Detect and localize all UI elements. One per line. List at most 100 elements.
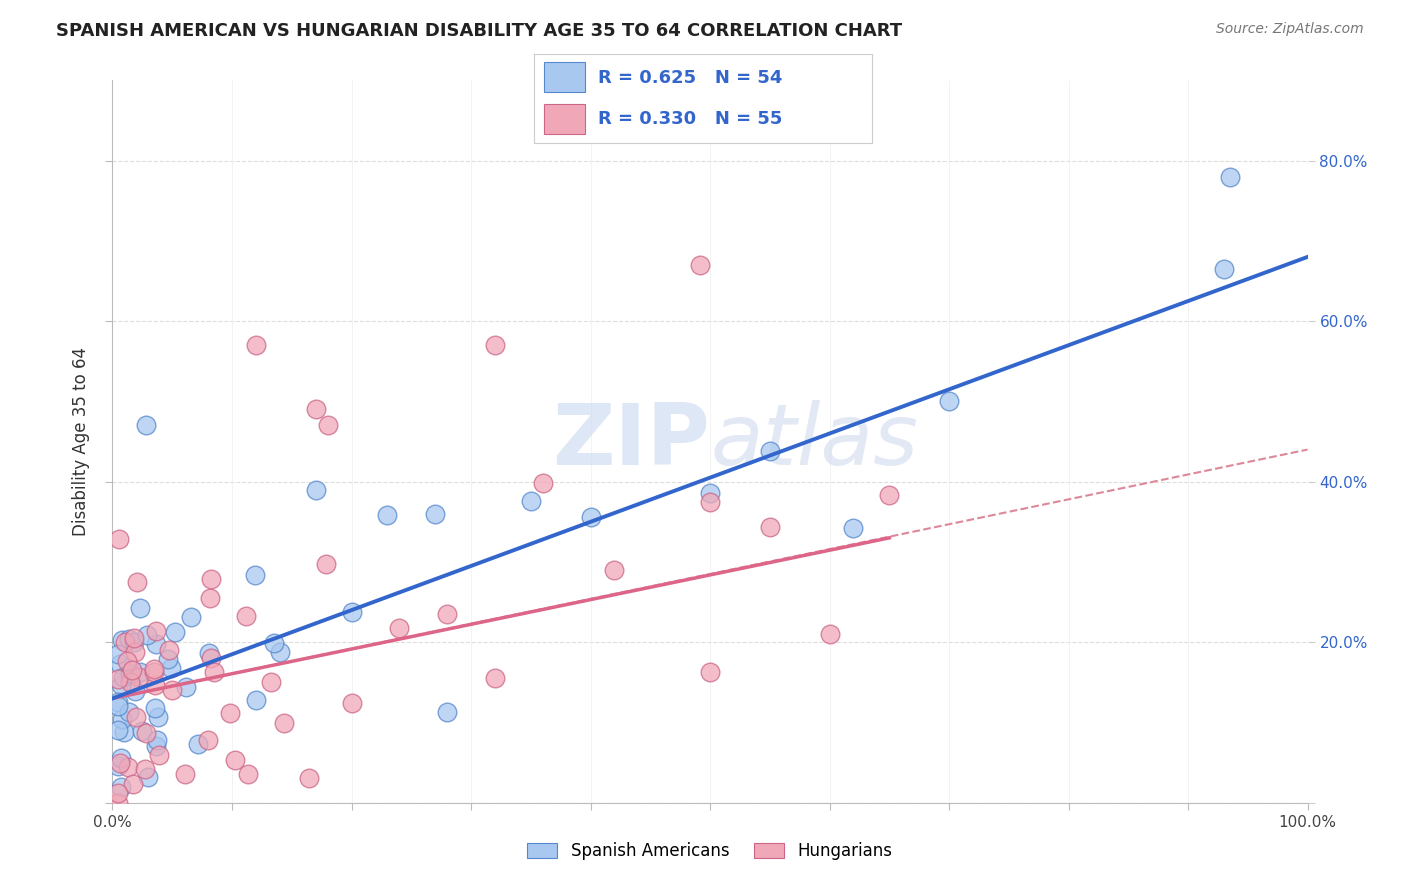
Point [135,418,157,433]
Point [316,418,339,433]
Point [118,674,141,689]
Point [122,631,145,645]
Point [124,634,146,648]
Point [114,634,136,648]
Point [1219,169,1241,184]
Point [143,662,166,676]
Point [689,258,711,272]
Point [305,402,328,417]
Point [107,672,129,686]
Point [484,338,506,352]
Point [112,670,135,684]
Point [273,715,295,730]
Text: R = 0.330   N = 55: R = 0.330 N = 55 [599,110,783,128]
Point [377,508,399,523]
Point [136,628,159,642]
Point [579,510,602,524]
Point [108,532,131,546]
Point [162,682,184,697]
Point [842,521,865,535]
Point [759,520,782,534]
Point [260,675,283,690]
Point [425,507,447,521]
Point [118,632,141,646]
Point [112,724,135,739]
Point [128,670,150,684]
Point [145,700,167,714]
Point [938,393,960,408]
Point [117,654,139,668]
Point [759,443,782,458]
Y-axis label: Disability Age 35 to 64: Disability Age 35 to 64 [72,347,90,536]
Point [148,748,170,763]
Point [124,683,146,698]
Point [131,724,153,739]
Point [269,645,291,659]
Point [145,739,167,753]
Point [340,696,363,710]
Point [180,610,202,624]
Point [484,671,506,685]
Point [111,712,134,726]
Point [197,646,219,660]
Legend: Spanish Americans, Hungarians: Spanish Americans, Hungarians [520,836,900,867]
Point [117,760,139,774]
Point [174,766,197,780]
Point [107,695,129,709]
Point [111,632,134,647]
Point [125,710,148,724]
Point [127,574,149,589]
Point [165,625,187,640]
Point [107,786,129,800]
Point [388,621,411,635]
Point [305,483,328,497]
Point [436,607,458,622]
Point [340,605,363,619]
FancyBboxPatch shape [544,62,585,92]
Point [699,665,721,679]
Point [128,665,150,679]
Point [143,678,166,692]
Point [520,494,543,508]
Text: Source: ZipAtlas.com: Source: ZipAtlas.com [1216,22,1364,37]
Point [107,698,129,713]
Point [145,637,167,651]
Point [110,780,132,794]
Point [818,627,841,641]
FancyBboxPatch shape [544,104,585,134]
Point [121,663,143,677]
Point [297,771,319,785]
Text: ZIP: ZIP [553,400,710,483]
Point [200,572,222,586]
Point [197,732,219,747]
Point [174,681,197,695]
Point [699,495,721,509]
Point [236,767,259,781]
Point [245,338,267,352]
Point [108,657,131,671]
Text: atlas: atlas [710,400,918,483]
Point [436,705,458,719]
Point [110,750,132,764]
Point [136,770,159,784]
Point [145,624,167,639]
Point [224,753,246,767]
Point [146,710,169,724]
Point [315,557,337,571]
Point [156,652,179,666]
Point [245,693,267,707]
Point [107,723,129,737]
Point [202,665,225,679]
Point [124,645,146,659]
Point [603,563,626,577]
Point [107,796,129,810]
Point [263,635,285,649]
Point [219,706,242,720]
Point [134,762,156,776]
Point [187,737,209,751]
Point [129,601,152,615]
Point [135,726,157,740]
Point [118,706,141,720]
Point [198,591,221,605]
Point [107,758,129,772]
